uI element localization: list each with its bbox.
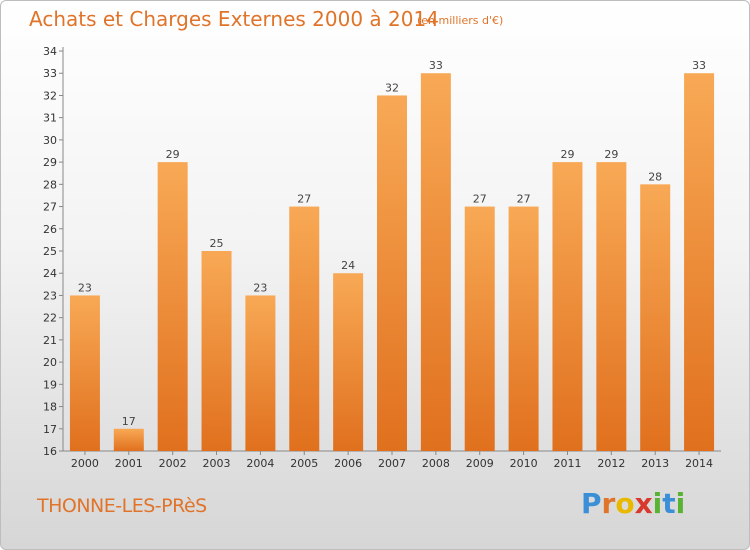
bar [420, 73, 451, 451]
y-tick-label: 28 [43, 178, 57, 191]
x-tick-label: 2009 [466, 457, 494, 470]
logo-letter: i [652, 487, 663, 520]
bar [69, 295, 100, 451]
y-tick-label: 19 [43, 378, 57, 391]
data-label: 29 [166, 148, 180, 161]
y-tick-label: 18 [43, 401, 57, 414]
x-tick-label: 2014 [685, 457, 713, 470]
data-label: 33 [429, 59, 443, 72]
y-tick-label: 24 [43, 267, 57, 280]
y-tick-label: 22 [43, 312, 57, 325]
proxiti-logo: Proxiti [581, 487, 685, 527]
y-tick-label: 29 [43, 156, 57, 169]
x-tick-label: 2002 [159, 457, 187, 470]
data-label: 23 [253, 281, 267, 294]
data-label: 28 [648, 170, 662, 183]
data-label: 29 [560, 148, 574, 161]
axes: 16 17 18 19 20 21 22 23 24 25 26 27 28 29 30 31 32 33 34 20… [43, 45, 721, 470]
bar [113, 428, 144, 451]
logo-letter: r [601, 487, 616, 520]
chart-subtitle: (en milliers d'€) [417, 14, 504, 27]
y-tick-label: 21 [43, 334, 57, 347]
x-tick-label: 2004 [246, 457, 274, 470]
y-tick-label: 20 [43, 356, 57, 369]
data-label: 25 [210, 237, 224, 250]
y-tick-label: 16 [43, 445, 57, 458]
x-tick-label: 2000 [71, 457, 99, 470]
y-tick-label: 31 [43, 112, 57, 125]
y-tick-label: 23 [43, 289, 57, 302]
x-tick-label: 2001 [115, 457, 143, 470]
x-tick-label: 2005 [290, 457, 318, 470]
data-labels: 23 17 29 25 23 27 24 32 33 27 27 29 29 28 33 [78, 59, 706, 428]
commune-name: THONNE-LES-PRèS [37, 495, 207, 517]
bar [596, 162, 627, 451]
bar [245, 295, 276, 451]
bar [464, 206, 495, 451]
chart-title: Achats et Charges Externes 2000 à 2014 [29, 7, 439, 31]
bar [289, 206, 320, 451]
y-tick-label: 33 [43, 67, 57, 80]
data-label: 23 [78, 281, 92, 294]
y-tick-label: 32 [43, 89, 57, 102]
bar [552, 162, 583, 451]
logo-letter: x [634, 487, 653, 520]
bars [69, 73, 715, 452]
y-tick-label: 17 [43, 423, 57, 436]
x-tick-label: 2007 [378, 457, 406, 470]
logo-letter: t [662, 487, 676, 520]
x-tick-label: 2012 [597, 457, 625, 470]
x-tick-label: 2013 [641, 457, 669, 470]
x-tick-label: 2010 [510, 457, 538, 470]
data-label: 32 [385, 81, 399, 94]
bar [201, 251, 232, 451]
bar [684, 73, 715, 451]
x-tick-label: 2011 [553, 457, 581, 470]
bar [157, 162, 188, 451]
x-tick-label: 2006 [334, 457, 362, 470]
data-label: 27 [473, 193, 487, 206]
y-tick-label: 30 [43, 134, 57, 147]
bar [508, 206, 539, 451]
x-tick-label: 2003 [203, 457, 231, 470]
data-label: 17 [122, 415, 136, 428]
y-tick-label: 34 [43, 45, 57, 58]
logo-letter: i [675, 487, 686, 520]
x-tick-label: 2008 [422, 457, 450, 470]
bar [333, 273, 364, 451]
data-label: 27 [517, 193, 531, 206]
data-label: 33 [692, 59, 706, 72]
bar [640, 184, 671, 452]
logo-letter: P [581, 487, 602, 520]
y-tick-label: 27 [43, 201, 57, 214]
bar [377, 95, 407, 451]
logo-letter: o [615, 487, 635, 520]
data-label: 27 [297, 193, 311, 206]
data-label: 24 [341, 259, 355, 272]
y-tick-label: 26 [43, 223, 57, 236]
y-tick-label: 25 [43, 245, 57, 258]
data-label: 29 [604, 148, 618, 161]
